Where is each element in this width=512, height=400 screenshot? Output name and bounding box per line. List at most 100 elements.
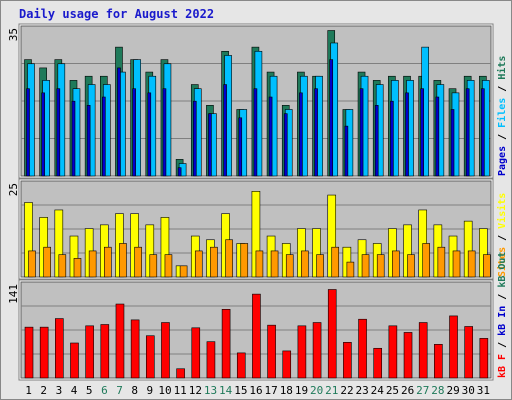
x-tick-label: 27: [416, 384, 429, 397]
bar-kbf: [130, 319, 140, 379]
x-tick-label: 14: [219, 384, 233, 397]
x-tick-label: 8: [131, 384, 138, 397]
bar-sites: [149, 254, 158, 278]
bar-kbf: [70, 342, 79, 379]
bar-pages: [450, 109, 455, 177]
x-tick-label: 4: [71, 384, 78, 397]
x-tick-label: 31: [477, 384, 490, 397]
bar-kbf: [282, 350, 292, 379]
bar-sites: [422, 243, 430, 278]
legend-item: kB In: [497, 306, 508, 336]
bar-pages: [359, 88, 364, 177]
legend-item: Sites: [496, 247, 508, 277]
bar-sites: [270, 250, 279, 278]
bar-kbf: [373, 347, 383, 379]
x-tick-label: 5: [86, 384, 93, 397]
right-legend-top: Pages / Files / Hits: [496, 56, 508, 176]
legend-item: /: [497, 336, 508, 354]
bar-pages: [117, 67, 121, 177]
bar-sites: [225, 239, 233, 278]
bar-kbf: [191, 327, 201, 379]
bar-kbf: [176, 368, 185, 379]
bar-sites: [467, 250, 476, 278]
bar-pages: [238, 117, 243, 177]
x-tick-label: 28: [431, 384, 444, 397]
bar-pages: [26, 88, 30, 177]
legend-item: Visits: [496, 193, 508, 229]
bar-sites: [88, 250, 97, 278]
bar-pages: [465, 88, 470, 177]
bar-kbf: [252, 293, 261, 379]
bar-kbf: [312, 322, 322, 379]
bar-sites: [452, 250, 461, 278]
x-tick-label: 22: [340, 384, 353, 397]
bar-pages: [329, 59, 334, 177]
x-tick-label: 10: [158, 384, 171, 397]
bar-sites: [346, 261, 355, 278]
x-tick-label: 20: [310, 384, 323, 397]
bar-kbf: [388, 325, 398, 379]
bar-sites: [361, 254, 370, 278]
bar-pages: [162, 88, 167, 177]
x-tick-label: 29: [446, 384, 459, 397]
legend-item: /: [497, 229, 508, 247]
legend-item: Files: [496, 98, 508, 128]
bar-sites: [437, 246, 446, 278]
bar-pages: [132, 88, 136, 177]
bar-pages: [56, 88, 61, 177]
bar-sites: [483, 254, 491, 278]
bar-kbf: [24, 326, 34, 379]
bar-kbf: [145, 335, 155, 379]
bar-kbf: [115, 303, 125, 379]
x-tick-label: 9: [147, 384, 154, 397]
bar-pages: [86, 105, 91, 177]
x-tick-label: 23: [356, 384, 369, 397]
bar-pages: [390, 100, 394, 177]
bar-sites: [28, 250, 36, 278]
bar-pages: [344, 125, 349, 177]
bar-pages: [253, 88, 258, 177]
bar-pages: [147, 92, 152, 177]
x-tick-label: 6: [101, 384, 108, 397]
bar-pages: [268, 96, 273, 177]
x-tick-label: 16: [249, 384, 262, 397]
bar-kbf: [161, 322, 170, 379]
legend-item: /: [497, 80, 508, 98]
x-tick-label: 17: [265, 384, 278, 397]
bar-sites: [376, 254, 385, 278]
legend-item: Pages: [497, 146, 508, 176]
bar-pages: [41, 92, 45, 177]
bar-pages: [420, 88, 424, 177]
x-tick-label: 21: [325, 384, 338, 397]
bar-kbf: [236, 352, 246, 379]
bar-sites: [43, 246, 51, 278]
bar-kbf: [221, 309, 231, 379]
bar-kbf: [206, 341, 216, 379]
legend-item: /: [497, 288, 508, 306]
bar-kbf: [403, 332, 413, 379]
bar-sites: [179, 265, 188, 278]
bar-sites: [210, 246, 218, 278]
bar-kbf: [418, 322, 428, 379]
bar-pages: [223, 84, 227, 177]
bar-kbf: [479, 338, 489, 379]
bar-kbf: [39, 326, 49, 379]
x-tick-label: 1: [25, 384, 32, 397]
bar-pages: [435, 96, 440, 177]
bar-sites: [301, 250, 309, 278]
bar-pages: [299, 92, 303, 177]
right-legend-bottom: kB F / kB In / kB Out: [497, 252, 508, 378]
x-tick-label: 12: [189, 384, 202, 397]
bar-sites: [316, 254, 324, 278]
bar-kbf: [297, 325, 307, 379]
bar-kbf: [358, 318, 367, 379]
bar-pages: [177, 167, 182, 177]
bar-pages: [405, 92, 409, 177]
x-tick-label: 13: [204, 384, 217, 397]
bar-kbf: [327, 289, 337, 379]
x-tick-label: 19: [295, 384, 308, 397]
bar-kbf: [85, 325, 94, 379]
bar-kbf: [434, 344, 443, 379]
bar-kbf: [464, 326, 473, 379]
